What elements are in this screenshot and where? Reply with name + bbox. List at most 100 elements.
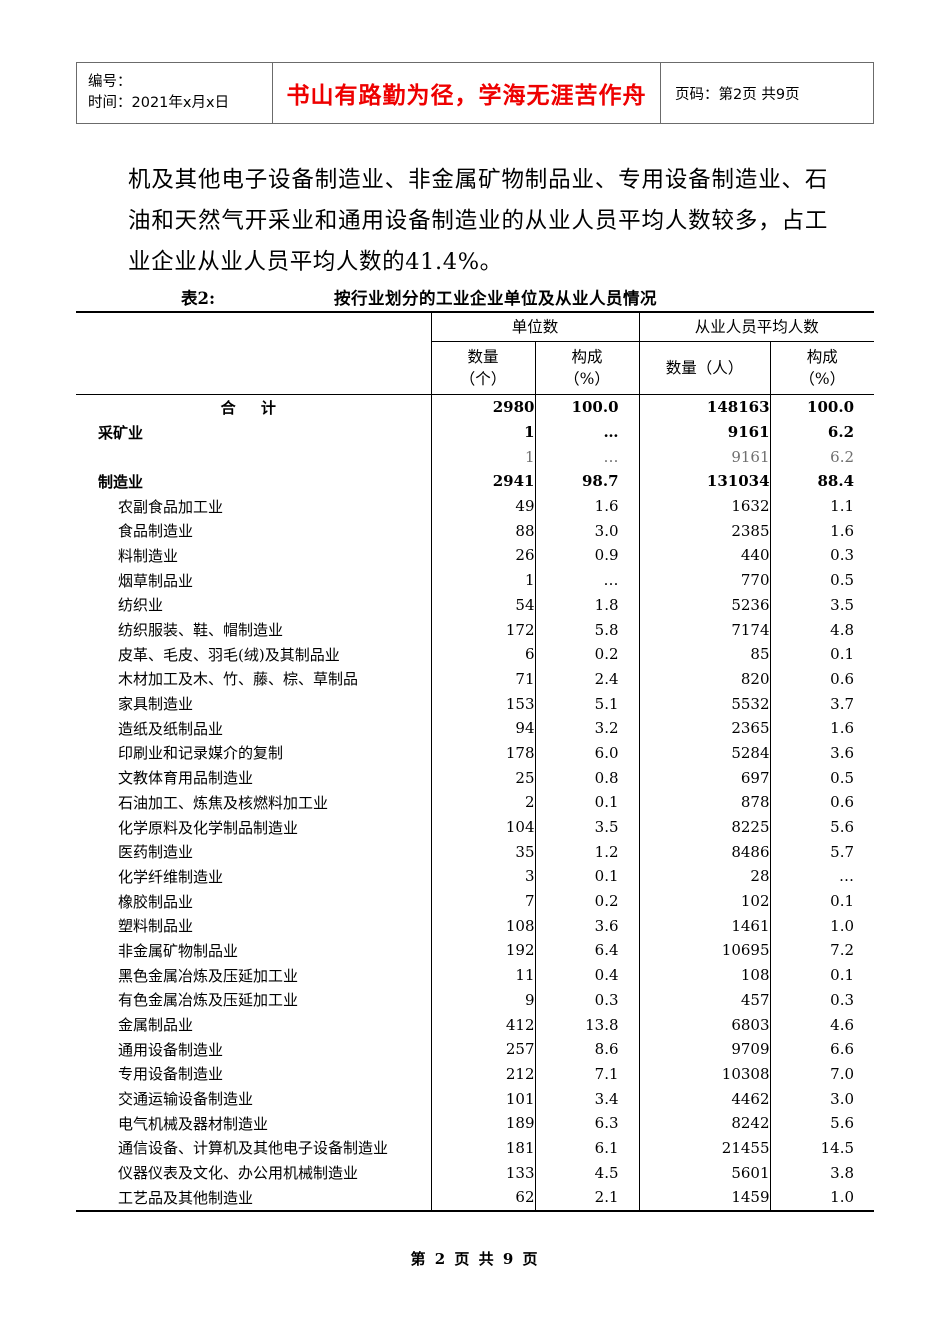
row-industry-name: 木材加工及木、竹、藤、棕、草制品 <box>118 670 359 689</box>
row-industry-name: 采矿业 <box>98 423 144 442</box>
row-industry-name: 料制造业 <box>118 546 179 565</box>
row-units-quantity: 54 <box>430 592 535 618</box>
row-units-percent: 13.8 <box>534 1012 640 1037</box>
row-industry-name: 合 计 <box>76 393 431 420</box>
row-employees-quantity: 440 <box>638 543 771 568</box>
row-employees-quantity: 8242 <box>638 1110 771 1136</box>
row-industry-name: 有色金属冶炼及压延加工业 <box>118 991 299 1010</box>
table-row: 木材加工及木、竹、藤、棕、草制品 71 2.4 820 0.6 <box>76 666 875 692</box>
row-industry-name: 食品制造业 <box>118 522 194 541</box>
table-row: 电气机械及器材制造业 189 6.3 8242 5.6 <box>76 1110 875 1136</box>
row-employees-quantity: 820 <box>638 666 771 692</box>
row-units-percent: 3.5 <box>534 814 640 840</box>
table-row: 化学纤维制造业 3 0.1 28… <box>76 864 875 889</box>
row-employees-percent: 0.3 <box>769 987 875 1013</box>
header-number-label: 编号： <box>88 74 132 91</box>
row-industry-name: 金属制品业 <box>118 1016 194 1035</box>
row-units-quantity: 2941 <box>430 469 535 494</box>
row-industry-name: 印刷业和记录媒介的复制 <box>118 744 284 763</box>
row-employees-percent: 14.5 <box>769 1135 875 1161</box>
row-industry-name: 交通运输设备制造业 <box>118 1090 254 1109</box>
table-row: 皮革、毛皮、羽毛(绒)及其制品业 6 0.2 85 0.1 <box>76 641 875 667</box>
row-employees-percent: 1.6 <box>769 518 875 544</box>
table-sub-header-row: 数量 （个） 构成 （%） 数量（人） 构成 （%） <box>76 341 875 395</box>
row-units-percent: 0.9 <box>534 543 640 568</box>
row-units-quantity: 7 <box>430 888 535 914</box>
row-industry-name: 仪器仪表及文化、办公用机械制造业 <box>118 1164 359 1183</box>
row-units-quantity: 257 <box>430 1036 535 1062</box>
row-units-percent: 1.6 <box>534 493 640 519</box>
row-units-percent: 0.3 <box>534 987 640 1013</box>
row-employees-quantity: 5601 <box>638 1160 771 1185</box>
table-row: 印刷业和记录媒介的复制 178 6.0 5284 3.6 <box>76 740 875 766</box>
row-employees-percent: 3.8 <box>769 1160 875 1185</box>
row-employees-quantity: 4462 <box>638 1086 771 1111</box>
table-row: 化学原料及化学制品制造业 104 3.5 8225 5.6 <box>76 814 875 840</box>
row-employees-quantity: 21455 <box>638 1135 771 1161</box>
sub-header-emp-qty: 数量（人） <box>638 341 771 395</box>
row-employees-quantity: 8225 <box>638 814 771 840</box>
row-employees-percent: 0.3 <box>769 543 875 568</box>
row-units-quantity: 25 <box>430 765 535 790</box>
row-units-quantity: 101 <box>430 1086 535 1111</box>
row-employees-percent: 1.6 <box>769 715 875 741</box>
row-employees-quantity: 131034 <box>638 469 771 494</box>
row-industry-name: 塑料制品业 <box>118 917 194 936</box>
row-employees-percent: 88.4 <box>769 469 875 494</box>
row-employees-quantity: 6803 <box>638 1012 771 1037</box>
row-employees-quantity: 28 <box>638 864 771 889</box>
row-employees-quantity: 1632 <box>638 493 771 519</box>
page-footer-text: 第 2 页 共 9 页 <box>410 1250 540 1268</box>
table-row: 文教体育用品制造业 25 0.8 697 0.5 <box>76 765 875 790</box>
row-employees-percent: 0.6 <box>769 790 875 815</box>
row-industry-name: 通信设备、计算机及其他电子设备制造业 <box>118 1139 389 1158</box>
header-spacer-cell <box>76 311 431 342</box>
row-units-quantity: 178 <box>430 740 535 766</box>
row-units-percent: 1.8 <box>534 592 640 618</box>
row-units-quantity: 133 <box>430 1160 535 1185</box>
row-employees-quantity: 1461 <box>638 913 771 939</box>
row-units-quantity: 88 <box>430 518 535 544</box>
row-units-quantity: 62 <box>430 1185 535 1212</box>
row-employees-percent: 6.2 <box>769 444 875 470</box>
table-row: 通用设备制造业 257 8.6 9709 6.6 <box>76 1036 875 1062</box>
row-industry-name: 石油加工、炼焦及核燃料加工业 <box>118 793 329 812</box>
page-footer: 第 2 页 共 9 页 <box>0 1248 950 1269</box>
row-units-quantity: 181 <box>430 1135 535 1161</box>
row-units-percent: 6.3 <box>534 1110 640 1136</box>
row-industry-name: 专用设备制造业 <box>118 1065 224 1084</box>
table-row: 石油加工、炼焦及核燃料加工业 2 0.1 878 0.6 <box>76 790 875 815</box>
table-row: 专用设备制造业 212 7.1 10308 7.0 <box>76 1061 875 1087</box>
table-row: 纺织服装、鞋、帽制造业 172 5.8 7174 4.8 <box>76 617 875 642</box>
row-employees-percent: 3.5 <box>769 592 875 618</box>
row-units-quantity: 1 <box>430 444 535 470</box>
row-employees-quantity: 9161 <box>638 419 771 445</box>
table-row: 有色金属冶炼及压延加工业 9 0.3 457 0.3 <box>76 987 875 1013</box>
row-industry-name: 通用设备制造业 <box>118 1040 224 1059</box>
row-employees-quantity: 9161 <box>638 444 771 470</box>
table-row: 交通运输设备制造业 101 3.4 4462 3.0 <box>76 1086 875 1111</box>
row-employees-quantity: 102 <box>638 888 771 914</box>
table-row: 制造业 2941 98.7 131034 88.4 <box>76 469 875 494</box>
table-group-header-row: 单位数 从业人员平均人数 <box>76 311 875 342</box>
row-units-percent: 6.0 <box>534 740 640 766</box>
row-employees-percent: 0.5 <box>769 765 875 790</box>
row-units-percent: 0.1 <box>534 864 640 889</box>
row-units-percent: 1.2 <box>534 839 640 865</box>
row-employees-percent: 0.1 <box>769 962 875 988</box>
row-employees-percent: 0.1 <box>769 888 875 914</box>
row-industry-name: 橡胶制品业 <box>118 892 194 911</box>
header-page-cell: 页码：第2页 共9页 <box>661 63 873 123</box>
row-employees-quantity: 5284 <box>638 740 771 766</box>
row-units-percent: 5.1 <box>534 691 640 716</box>
row-employees-percent: 3.0 <box>769 1086 875 1111</box>
row-units-quantity: 11 <box>430 962 535 988</box>
row-employees-percent: 3.6 <box>769 740 875 766</box>
group-header-employees: 从业人员平均人数 <box>638 311 875 342</box>
row-industry-name: 烟草制品业 <box>118 571 194 590</box>
sub-header-units-pct-line1: 构成 <box>571 347 603 366</box>
row-employees-quantity: 7174 <box>638 617 771 642</box>
row-employees-percent: 0.1 <box>769 641 875 667</box>
row-employees-percent: 4.6 <box>769 1012 875 1037</box>
row-industry-name: 非金属矿物制品业 <box>118 941 239 960</box>
